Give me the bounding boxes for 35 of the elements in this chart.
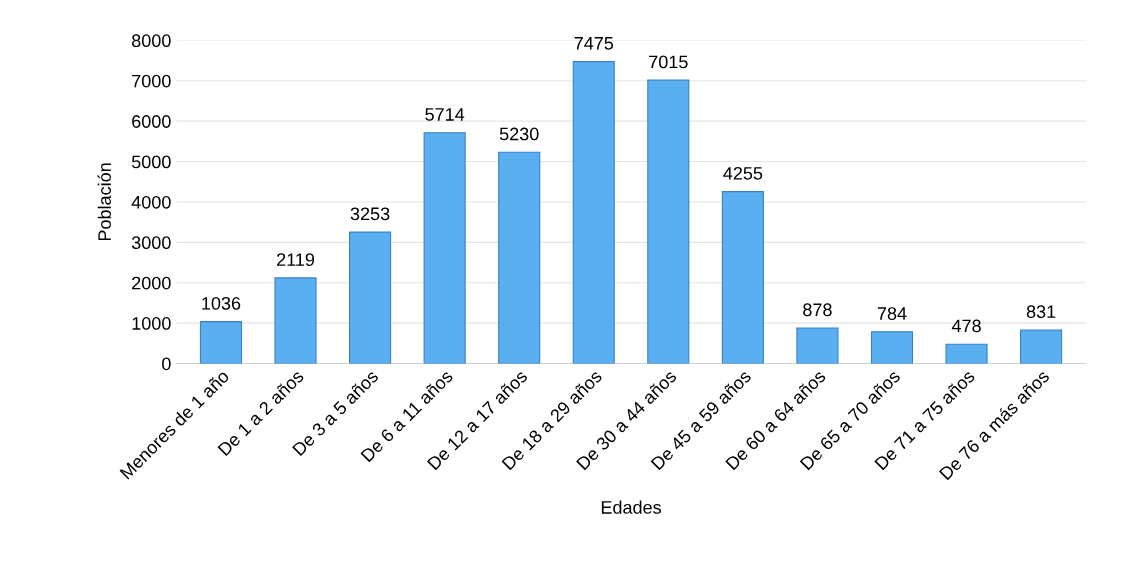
bar — [870, 331, 914, 364]
y-tick-label: 5000 — [131, 155, 171, 169]
y-tick-label: 7000 — [132, 74, 171, 88]
data-label: 878 — [803, 303, 832, 317]
y-tick-label: 6000 — [132, 115, 171, 128]
data-label: 784 — [877, 307, 907, 320]
bar — [498, 151, 541, 364]
y-axis-title: Población — [97, 163, 111, 241]
bar — [274, 277, 317, 364]
bar — [572, 61, 615, 364]
x-axis-title: Edades — [601, 500, 661, 514]
bar — [796, 327, 839, 364]
data-label: 4255 — [723, 166, 763, 180]
data-label: 7015 — [649, 55, 688, 69]
data-label: 2119 — [277, 253, 315, 267]
y-tick-label: 8000 — [132, 34, 171, 48]
data-label: 3253 — [350, 207, 390, 221]
data-label: 1036 — [202, 296, 241, 310]
data-label: 7475 — [574, 37, 614, 50]
bar — [349, 231, 392, 364]
bar — [1020, 329, 1063, 364]
y-tick-label: 3000 — [131, 236, 171, 250]
bar — [945, 343, 988, 364]
bar — [199, 321, 243, 364]
bar — [647, 79, 690, 364]
y-tick-label: 2000 — [132, 276, 171, 290]
y-tick-label: 4000 — [131, 195, 171, 209]
data-label: 5230 — [499, 127, 539, 141]
bar — [423, 132, 466, 364]
bar — [721, 191, 764, 364]
data-label: 5714 — [425, 108, 465, 121]
data-label: 831 — [1026, 305, 1056, 319]
y-tick-label: 0 — [162, 357, 171, 371]
data-label: 478 — [951, 319, 981, 333]
y-tick-label: 1000 — [132, 317, 171, 330]
